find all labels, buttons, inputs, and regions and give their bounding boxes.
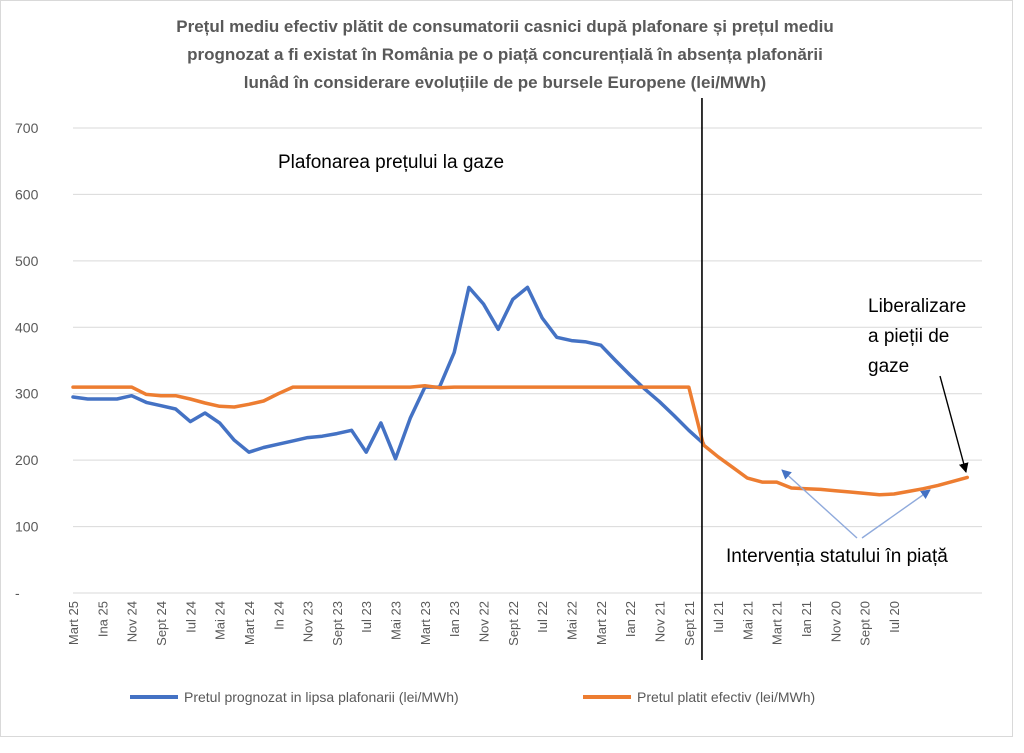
x-tick-label: Sept 23 [330, 601, 345, 646]
annotations: Plafonarea prețului la gaze Liberalizare… [278, 152, 966, 567]
x-tick-label: Nov 22 [477, 601, 492, 642]
annotation-liberalization-line-1: Liberalizare [868, 296, 966, 317]
x-tick-label: Mai 23 [389, 601, 404, 640]
y-tick-label: 200 [15, 452, 39, 468]
series-line-effective-price [71, 383, 970, 497]
x-tick-label: Mart 25 [66, 601, 81, 645]
legend-label-effective-price: Pretul platit efectiv (lei/MWh) [637, 689, 815, 705]
x-tick-label: Ian 22 [623, 601, 638, 637]
y-tick-label: 400 [15, 319, 39, 335]
chart-title: Prețul mediu efectiv plătit de consumato… [176, 17, 833, 92]
annotation-state-intervention: Intervenția statului în piață [726, 546, 948, 567]
y-tick-label: 500 [15, 253, 39, 269]
x-tick-label: Sept 24 [154, 601, 169, 646]
series-layer [71, 285, 970, 497]
y-tick-label: 600 [15, 186, 39, 202]
x-tick-label: Mai 22 [564, 601, 579, 640]
x-axis-ticks: Mart 25 Ina 25 Nov 24 Sept 24 Iul 24 Mai 24 Ma… [66, 601, 902, 646]
chart-title-line-3: lunâd în considerare evoluțiile de pe bu… [244, 73, 766, 92]
intervention-arrow-right [861, 489, 931, 539]
x-tick-label: Sept 21 [682, 601, 697, 646]
chart-border [0, 0, 1013, 737]
x-tick-label: Mart 24 [242, 601, 257, 645]
legend: Pretul prognozat in lipsa plafonarii (le… [130, 689, 815, 705]
annotation-liberalization-line-2: a pieții de [868, 326, 949, 347]
y-tick-label: 300 [15, 386, 39, 402]
legend-label-forecast-price: Pretul prognozat in lipsa plafonarii (le… [184, 689, 459, 705]
y-tick-label: 100 [15, 519, 39, 535]
series-line-forecast-price [71, 285, 706, 461]
annotation-liberalization-line-3: gaze [868, 356, 909, 377]
x-tick-label: Ian 21 [799, 601, 814, 637]
x-tick-label: Nov 20 [828, 601, 843, 642]
x-tick-label: Iul 22 [535, 601, 550, 633]
x-tick-label: Mart 22 [594, 601, 609, 645]
y-axis-ticks: - 100 200 300 400 500 600 700 [15, 120, 39, 601]
x-tick-label: Iul 24 [183, 601, 198, 633]
x-tick-label: Mai 21 [740, 601, 755, 640]
liberalization-arrow [939, 375, 969, 473]
intervention-arrow-left [781, 469, 858, 539]
x-tick-label: Mai 24 [213, 601, 228, 640]
x-tick-label: Iul 23 [359, 601, 374, 633]
chart-title-line-2: prognozat a fi existat în România pe o p… [187, 45, 823, 64]
x-tick-label: In 24 [271, 601, 286, 630]
x-tick-label: Ina 25 [95, 601, 110, 637]
y-tick-label: - [15, 585, 20, 601]
marker-layer [701, 98, 969, 660]
chart-title-line-1: Prețul mediu efectiv plătit de consumato… [176, 17, 833, 36]
annotation-price-cap: Plafonarea prețului la gaze [278, 152, 504, 173]
x-tick-label: Nov 23 [301, 601, 316, 642]
x-tick-label: Sept 20 [858, 601, 873, 646]
x-tick-label: Mart 23 [418, 601, 433, 645]
x-tick-label: Iul 20 [887, 601, 902, 633]
y-tick-label: 700 [15, 120, 39, 136]
x-tick-label: Ian 23 [447, 601, 462, 637]
x-tick-label: Iul 21 [711, 601, 726, 633]
x-tick-label: Sept 22 [506, 601, 521, 646]
x-tick-label: Nov 24 [125, 601, 140, 642]
x-tick-label: Mart 21 [770, 601, 785, 645]
gridlines [73, 127, 982, 594]
x-tick-label: Nov 21 [652, 601, 667, 642]
